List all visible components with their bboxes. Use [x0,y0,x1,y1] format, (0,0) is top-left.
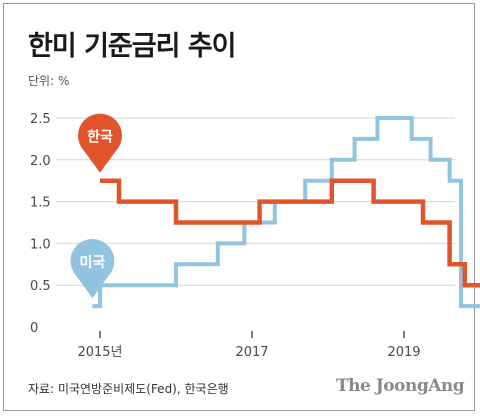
us-pin-label: 미국 [80,255,106,271]
y-tick-label: 0 [30,321,38,336]
us-pin-icon [70,239,115,299]
x-tick-label: 2017 [235,345,268,360]
publisher-logo: The JoongAng [336,376,465,396]
series-lines [92,116,480,309]
y-tick-label: 1.5 [30,196,51,211]
x-tick-label: 2019 [387,345,420,360]
x-axis-ticks: 2015년2017201920212022 [77,331,421,360]
y-tick-label: 2.0 [30,154,51,169]
korea-pin-icon [78,113,123,173]
korea-rate-line [100,178,480,288]
y-axis-ticks: 0 0.5 1.0 1.5 2.0 2.5 [30,112,51,336]
x-tick-label: 2015년 [77,345,122,360]
us-rate-line [92,116,480,309]
y-tick-label: 1.0 [30,237,51,252]
korea-pin-label: 한국 [87,130,113,146]
y-tick-label: 0.5 [30,279,51,294]
y-tick-label: 2.5 [30,112,51,127]
source-note: 자료: 미국연방준비제도(Fed), 한국은행 [28,382,229,396]
unit-label: 단위: % [28,74,70,88]
chart-frame [3,3,475,411]
chart-title: 한미 기준금리 추이 [28,31,237,62]
